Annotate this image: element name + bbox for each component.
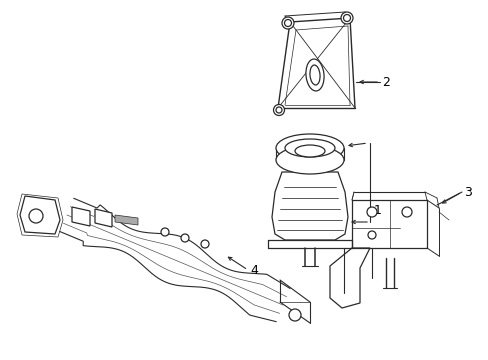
Text: 1: 1 <box>373 203 381 216</box>
Circle shape <box>201 240 208 248</box>
Ellipse shape <box>285 139 334 157</box>
Ellipse shape <box>309 65 320 85</box>
Polygon shape <box>329 248 369 308</box>
Circle shape <box>284 19 291 27</box>
Circle shape <box>275 107 282 113</box>
Circle shape <box>288 309 301 321</box>
Circle shape <box>366 207 376 217</box>
Circle shape <box>367 231 375 239</box>
Circle shape <box>29 209 43 223</box>
Circle shape <box>282 17 293 29</box>
Circle shape <box>340 12 352 24</box>
Text: 3: 3 <box>463 185 471 198</box>
Polygon shape <box>95 209 112 227</box>
Ellipse shape <box>294 145 325 157</box>
Ellipse shape <box>275 134 343 162</box>
Polygon shape <box>115 215 138 225</box>
Circle shape <box>343 14 350 22</box>
Circle shape <box>273 104 284 116</box>
Ellipse shape <box>275 146 343 174</box>
Circle shape <box>161 228 169 236</box>
Polygon shape <box>271 172 347 240</box>
Text: 4: 4 <box>249 264 257 276</box>
Polygon shape <box>20 196 60 234</box>
Ellipse shape <box>305 59 324 91</box>
Text: 2: 2 <box>381 76 389 89</box>
Circle shape <box>181 234 189 242</box>
Circle shape <box>401 207 411 217</box>
Polygon shape <box>72 207 90 226</box>
